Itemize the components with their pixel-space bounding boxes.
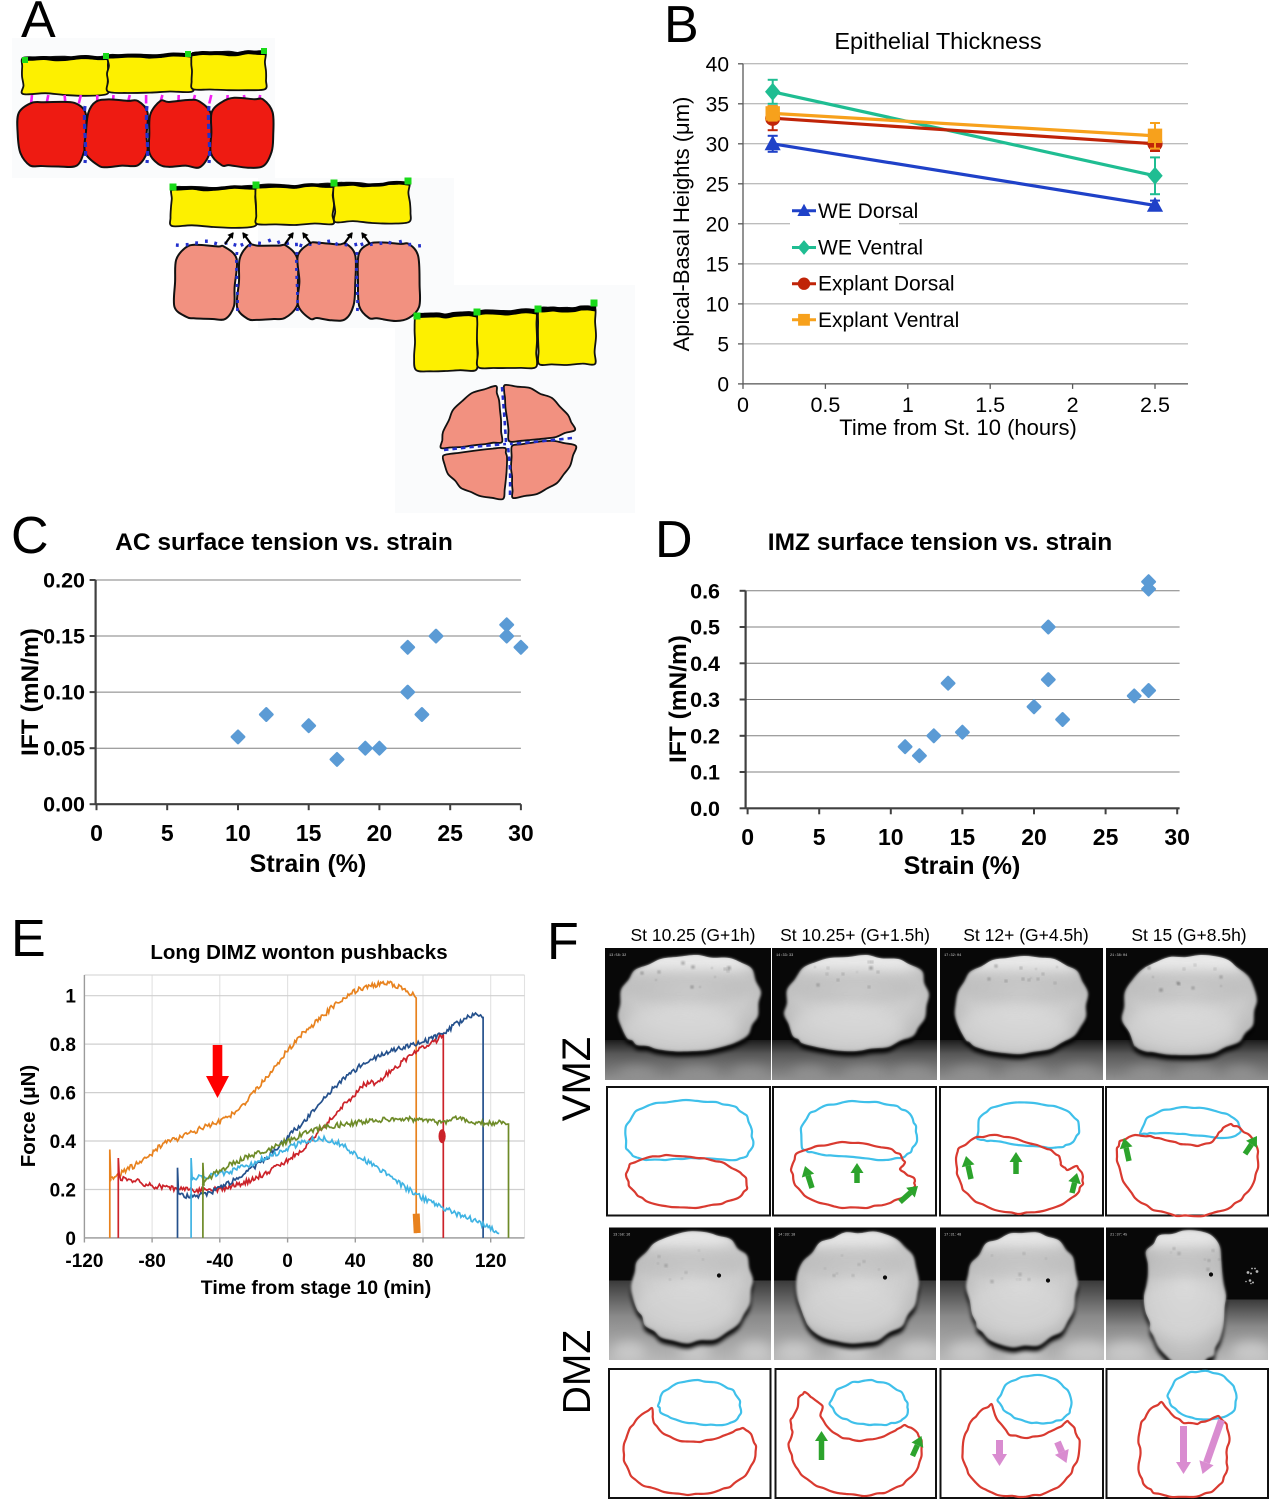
svg-text:WE Dorsal: WE Dorsal — [818, 200, 918, 223]
svg-text:IFT (mN/m): IFT (mN/m) — [665, 635, 692, 763]
svg-text:Epithelial Thickness: Epithelial Thickness — [834, 28, 1041, 54]
svg-text:Time from stage 10 (min): Time from stage 10 (min) — [201, 1277, 431, 1299]
svg-text:0: 0 — [737, 393, 749, 417]
svg-text:10: 10 — [878, 824, 904, 850]
svg-text:25: 25 — [706, 173, 729, 196]
svg-text:80: 80 — [412, 1251, 433, 1272]
svg-text:WE Ventral: WE Ventral — [818, 237, 923, 260]
svg-text:10: 10 — [225, 820, 251, 846]
svg-text:VMZ: VMZ — [555, 1037, 599, 1121]
svg-text:1: 1 — [902, 393, 914, 417]
svg-text:120: 120 — [475, 1251, 507, 1272]
svg-text:15: 15 — [950, 824, 976, 850]
svg-text:0.00: 0.00 — [43, 793, 85, 817]
svg-text:-120: -120 — [65, 1251, 103, 1272]
svg-text:Time from St. 10 (hours): Time from St. 10 (hours) — [839, 415, 1077, 440]
svg-text:Long DIMZ wonton pushbacks: Long DIMZ wonton pushbacks — [150, 941, 447, 964]
svg-text:C: C — [11, 507, 49, 565]
svg-text:DMZ: DMZ — [556, 1330, 599, 1414]
svg-text:0.4: 0.4 — [50, 1132, 77, 1153]
svg-text:13:58:32: 13:58:32 — [609, 954, 626, 958]
svg-text:1: 1 — [65, 987, 76, 1008]
svg-text:0: 0 — [90, 820, 103, 846]
svg-text:15: 15 — [296, 820, 322, 846]
svg-text:20: 20 — [367, 820, 393, 846]
svg-text:30: 30 — [706, 133, 729, 156]
svg-text:-80: -80 — [138, 1251, 165, 1272]
svg-text:1.5: 1.5 — [975, 393, 1005, 417]
svg-text:AC surface tension vs. strain: AC surface tension vs. strain — [115, 529, 453, 556]
svg-text:0: 0 — [717, 373, 729, 396]
svg-text:13:58:16: 13:58:16 — [613, 1234, 630, 1238]
svg-text:B: B — [664, 0, 699, 54]
svg-text:20: 20 — [706, 213, 729, 236]
svg-text:40: 40 — [345, 1251, 366, 1272]
svg-text:30: 30 — [508, 820, 534, 846]
svg-text:0.5: 0.5 — [690, 616, 720, 640]
svg-text:E: E — [11, 910, 46, 968]
svg-text:0.20: 0.20 — [43, 569, 85, 593]
svg-text:0.05: 0.05 — [43, 737, 85, 761]
svg-text:0.6: 0.6 — [690, 579, 720, 603]
svg-text:10: 10 — [706, 293, 729, 316]
svg-text:St 10.25 (G+1h): St 10.25 (G+1h) — [630, 925, 755, 945]
svg-text:15: 15 — [706, 253, 729, 276]
svg-text:5: 5 — [161, 820, 174, 846]
svg-text:0.10: 0.10 — [43, 681, 85, 705]
svg-text:2.5: 2.5 — [1140, 393, 1170, 417]
svg-text:20: 20 — [1021, 824, 1047, 850]
svg-text:0: 0 — [282, 1251, 293, 1272]
svg-text:25: 25 — [1093, 824, 1119, 850]
svg-text:0.1: 0.1 — [690, 761, 720, 785]
svg-text:St 15 (G+8.5h): St 15 (G+8.5h) — [1131, 925, 1246, 945]
svg-text:IFT (mN/m): IFT (mN/m) — [17, 628, 44, 756]
svg-text:F: F — [547, 913, 579, 971]
svg-text:Apical-Basal Heights (μm): Apical-Basal Heights (μm) — [669, 97, 694, 352]
svg-text:0: 0 — [741, 824, 754, 850]
svg-text:25: 25 — [437, 820, 463, 846]
svg-text:D: D — [655, 511, 693, 569]
svg-text:2: 2 — [1067, 393, 1079, 417]
svg-text:5: 5 — [813, 824, 826, 850]
svg-text:Strain (%): Strain (%) — [904, 852, 1021, 880]
svg-text:17:31:48: 17:31:48 — [944, 1234, 961, 1238]
svg-text:5: 5 — [717, 333, 729, 356]
svg-text:0.0: 0.0 — [690, 797, 720, 821]
svg-text:14:33:33: 14:33:33 — [776, 954, 793, 958]
svg-text:0.5: 0.5 — [810, 393, 840, 417]
svg-text:Explant Ventral: Explant Ventral — [818, 309, 959, 332]
svg-text:Explant Dorsal: Explant Dorsal — [818, 273, 955, 296]
svg-text:21:38:04: 21:38:04 — [1110, 954, 1127, 958]
svg-text:14:33:18: 14:33:18 — [778, 1234, 795, 1238]
svg-text:St 12+ (G+4.5h): St 12+ (G+4.5h) — [963, 925, 1089, 945]
svg-text:30: 30 — [1164, 824, 1190, 850]
svg-text:-40: -40 — [206, 1251, 233, 1272]
svg-text:0.2: 0.2 — [50, 1180, 76, 1201]
svg-text:0.6: 0.6 — [50, 1084, 76, 1105]
svg-text:IMZ surface tension vs. strain: IMZ surface tension vs. strain — [768, 529, 1112, 556]
svg-text:0.15: 0.15 — [43, 625, 85, 649]
svg-text:0.2: 0.2 — [690, 724, 720, 748]
svg-text:0.3: 0.3 — [690, 688, 720, 712]
svg-text:0: 0 — [65, 1229, 76, 1250]
svg-text:Force (μN): Force (μN) — [17, 1065, 40, 1168]
svg-text:40: 40 — [706, 53, 729, 76]
svg-text:21:37:45: 21:37:45 — [1110, 1234, 1127, 1238]
svg-text:17:32:04: 17:32:04 — [944, 954, 961, 958]
svg-text:Strain (%): Strain (%) — [250, 850, 367, 878]
svg-text:0.4: 0.4 — [690, 652, 720, 676]
svg-text:0.8: 0.8 — [50, 1035, 76, 1056]
svg-text:St 10.25+ (G+1.5h): St 10.25+ (G+1.5h) — [780, 925, 930, 945]
svg-text:35: 35 — [706, 93, 729, 116]
